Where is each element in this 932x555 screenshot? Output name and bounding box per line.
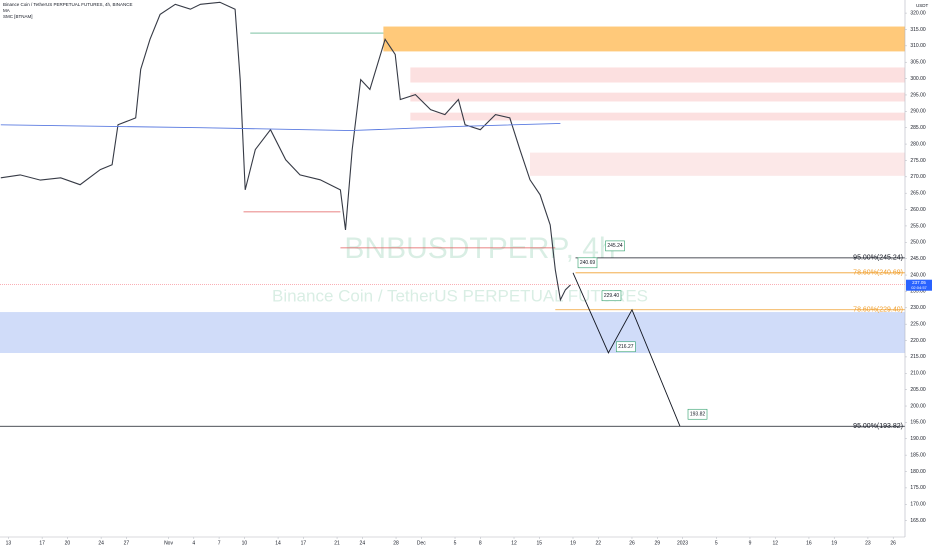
projection-label-box xyxy=(616,341,636,353)
x-tick-label: 12 xyxy=(772,540,778,546)
x-tick-label: 22 xyxy=(595,540,601,546)
projection-label-box xyxy=(601,290,622,302)
y-tick-label: 195.00 xyxy=(910,420,926,426)
y-tick-label: 315.00 xyxy=(910,27,926,33)
x-tick-label: 24 xyxy=(360,540,366,546)
y-tick-label: 170.00 xyxy=(910,502,926,508)
fib-level-label: 78.60%(229.40) xyxy=(853,307,903,314)
y-tick-label: 215.00 xyxy=(910,354,926,360)
x-tick-label: 20 xyxy=(65,540,71,546)
x-tick-label: 8 xyxy=(479,540,482,546)
x-tick-label: 14 xyxy=(275,540,281,546)
x-tick-label: Nov xyxy=(164,540,173,546)
zone xyxy=(410,112,905,121)
y-tick-label: 200.00 xyxy=(910,403,926,409)
y-tick-label: 265.00 xyxy=(910,191,926,197)
y-tick-label: 285.00 xyxy=(910,125,926,131)
y-tick-label: 275.00 xyxy=(910,158,926,164)
level-label-box xyxy=(605,240,625,252)
y-tick-label: 280.00 xyxy=(910,141,926,147)
zone xyxy=(383,26,905,52)
countdown: 02:04:57 xyxy=(911,285,927,290)
zone xyxy=(0,312,905,353)
x-tick-label: 29 xyxy=(654,540,660,546)
y-tick-label: 225.00 xyxy=(910,321,926,327)
y-tick-label: 235.00 xyxy=(910,289,926,295)
y-tick-label: 185.00 xyxy=(910,452,926,458)
currency: USDT xyxy=(916,3,929,8)
level-value-label: 245.24 xyxy=(607,243,623,249)
x-tick-label: 7 xyxy=(218,540,221,546)
y-tick-label: 310.00 xyxy=(910,43,926,49)
zone xyxy=(410,67,905,83)
fib-level-label: 95.00%(193.82) xyxy=(853,423,903,430)
x-tick-label: 10 xyxy=(242,540,248,546)
y-tick-label: 205.00 xyxy=(910,387,926,393)
x-tick-label: 26 xyxy=(890,540,896,546)
y-tick-label: 220.00 xyxy=(910,338,926,344)
x-tick-label: 5 xyxy=(715,540,718,546)
plot: 95.00%(245.24) 78.60%(240.69) 78.60%(229.4… xyxy=(0,1,905,430)
projection-path xyxy=(572,272,681,427)
projection-label-box xyxy=(687,408,708,420)
x-tick-label: Dec xyxy=(417,540,426,546)
y-tick-label: 245.00 xyxy=(910,256,926,262)
y-tick-label: 230.00 xyxy=(910,305,926,311)
watermark: BNBUSDTPERP, 4h xyxy=(344,232,615,265)
zone xyxy=(530,152,905,176)
y-tick-label: 210.00 xyxy=(910,371,926,377)
y-tick-label: 305.00 xyxy=(910,60,926,66)
x-tick-label: 24 xyxy=(98,540,104,546)
projection-label-box xyxy=(577,257,598,269)
legend-main: Binance Coin / TetherUS PERPETUAL FUTURE… xyxy=(3,2,133,7)
x-tick-label: 23 xyxy=(865,540,871,546)
x-tick-label: 27 xyxy=(124,540,130,546)
x-tick-label: 21 xyxy=(334,540,340,546)
y-tick-label: 240.00 xyxy=(910,272,926,278)
x-tick-label: 26 xyxy=(629,540,635,546)
x-tick-label: 5 xyxy=(454,540,457,546)
price-line xyxy=(0,1,571,302)
x-tick-label: 13 xyxy=(6,540,12,546)
y-tick-label: 255.00 xyxy=(910,223,926,229)
x-tick-label: 17 xyxy=(301,540,307,546)
y-tick-label: 180.00 xyxy=(910,469,926,475)
legend-ma: MA xyxy=(3,8,10,13)
y-tick-label: 165.00 xyxy=(910,518,926,524)
x-tick-label: 28 xyxy=(393,540,399,546)
y-tick-label: 290.00 xyxy=(910,109,926,115)
x-tick-label: 17 xyxy=(39,540,45,546)
x-tick-label: 9 xyxy=(749,540,752,546)
projection-label: 193.82 xyxy=(690,412,706,418)
zones xyxy=(0,26,905,353)
y-tick-label: 320.00 xyxy=(910,10,926,16)
current-price-label: 237.05 xyxy=(912,280,926,285)
x-tick-label: 2023 xyxy=(677,540,688,546)
zone xyxy=(410,92,905,102)
x-tick-label: 19 xyxy=(570,540,576,546)
fib-level-label: 78.60%(240.69) xyxy=(853,270,903,277)
y-tick-label: 250.00 xyxy=(910,240,926,246)
x-tick-label: 4 xyxy=(192,540,195,546)
x-tick-label: 15 xyxy=(537,540,543,546)
x-tick-label: 12 xyxy=(511,540,517,546)
projection-label: 240.69 xyxy=(580,260,596,266)
watermark-subtitle: Binance Coin / TetherUS PERPETUAL FUTURE… xyxy=(272,286,648,305)
y-tick-label: 300.00 xyxy=(910,76,926,82)
ma-line xyxy=(0,122,561,132)
y-tick-label: 295.00 xyxy=(910,92,926,98)
legend-smc: SMC [BTNAM] xyxy=(3,14,33,19)
y-tick-label: 190.00 xyxy=(910,436,926,442)
fib-level-label: 95.00%(245.24) xyxy=(853,255,903,262)
projection-label: 216.27 xyxy=(618,344,634,350)
y-tick-label: 270.00 xyxy=(910,174,926,180)
current-price-tag xyxy=(906,279,932,291)
y-tick-label: 175.00 xyxy=(910,485,926,491)
x-tick-label: 16 xyxy=(806,540,812,546)
y-tick-label: 260.00 xyxy=(910,207,926,213)
x-tick-label: 19 xyxy=(831,540,837,546)
projection-label: 229.40 xyxy=(604,293,620,299)
